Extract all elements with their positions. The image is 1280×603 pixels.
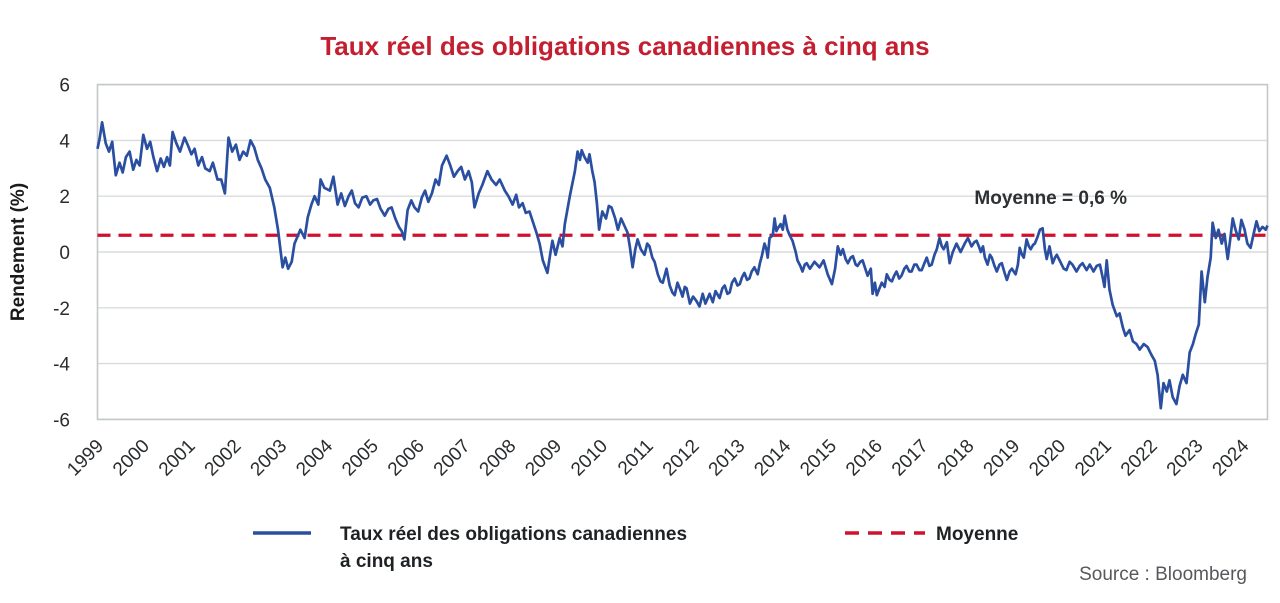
y-tick-label: 4 <box>59 131 70 152</box>
y-axis-label: Rendement (%) <box>8 183 29 321</box>
series-legend-label-line1: Taux réel des obligations canadiennes <box>340 524 687 545</box>
source-credit: Source : Bloomberg <box>1079 564 1247 585</box>
y-tick-label: -4 <box>53 355 70 376</box>
y-axis-tick-labels: 6 4 2 0 -2 -4 -6 <box>53 76 70 432</box>
chart-title: Taux réel des obligations canadiennes à … <box>320 31 929 61</box>
mean-legend-label: Moyenne <box>936 524 1018 545</box>
mean-annotation: Moyenne = 0,6 % <box>974 188 1127 209</box>
y-tick-label: 6 <box>59 76 70 97</box>
y-tick-label: -6 <box>53 410 70 431</box>
y-tick-label: 0 <box>59 243 70 264</box>
plot-border <box>96 83 1269 421</box>
legend: Taux réel des obligations canadiennes à … <box>253 524 1018 572</box>
y-tick-label: 2 <box>59 187 70 208</box>
y-tick-label: -2 <box>53 299 70 320</box>
series-legend-label-line2: à cinq ans <box>340 551 433 572</box>
series-line <box>96 120 1269 410</box>
